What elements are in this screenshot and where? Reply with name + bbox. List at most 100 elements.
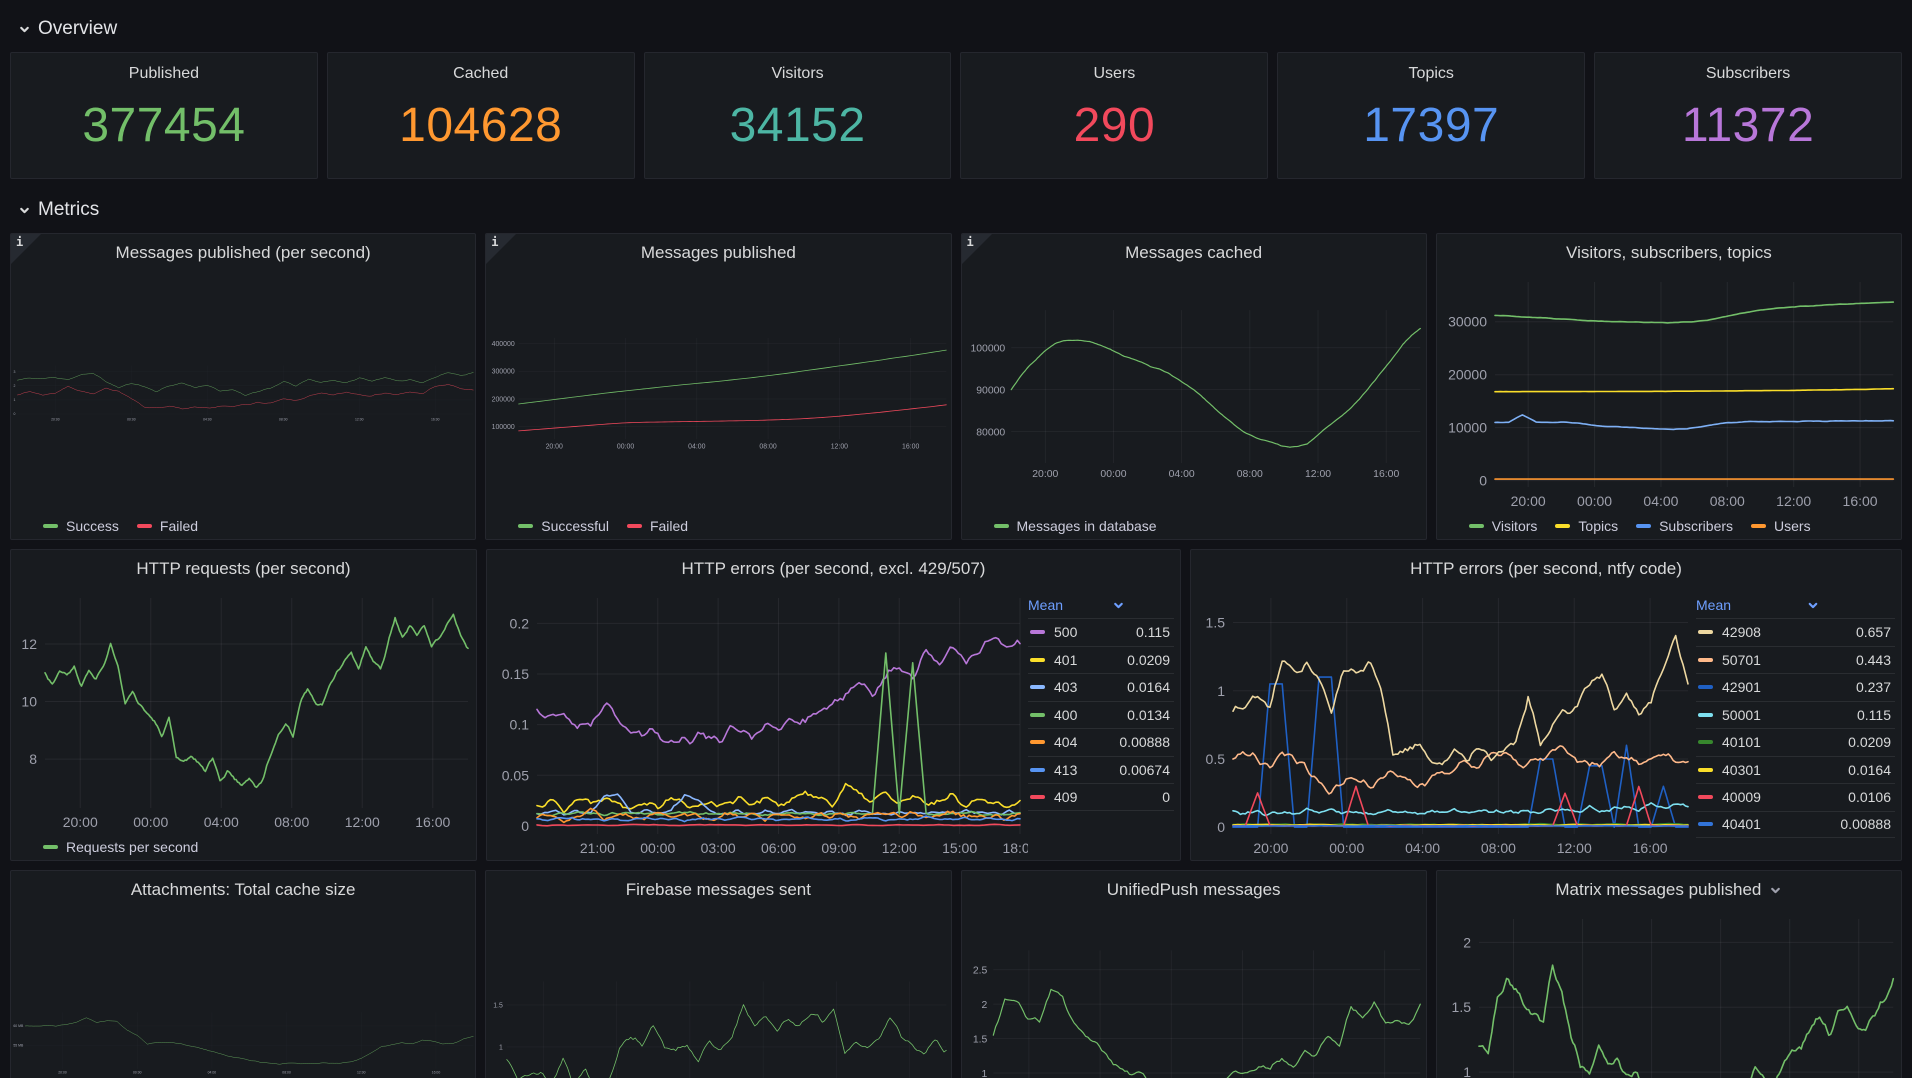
x-tick-label: 12:00 [1776, 493, 1811, 509]
series-swatch [1030, 740, 1045, 745]
panel-title[interactable]: Attachments: Total cache size [11, 871, 475, 909]
legend-item-failed[interactable]: Failed [136, 518, 199, 534]
panel-info-icon[interactable]: i [486, 234, 517, 264]
series-label: Failed [159, 518, 199, 534]
series-line-topics [1493, 387, 1894, 393]
legend: Success Failed [11, 513, 475, 539]
legend-mean-header[interactable]: Mean [1696, 592, 1895, 618]
legend-item-subscribers[interactable]: Subscribers [1636, 518, 1733, 534]
chart[interactable]: 0 1 2 3 20:00 00:00 04:00 08:00 12:00 16:00 [11, 272, 475, 513]
metrics-row-1: i Messages published (per second) 0 1 2 3 20:0… [10, 233, 1902, 540]
x-tick-label: 12:00 [831, 444, 848, 451]
x-tick-label: 08:00 [279, 417, 288, 421]
x-tick-label: 04:00 [1168, 469, 1194, 480]
chevron-down-icon [20, 207, 29, 213]
legend-item-visitors[interactable]: Visitors [1468, 518, 1537, 534]
y-tick-label: 1 [499, 1044, 503, 1051]
section-metrics[interactable]: Metrics [10, 195, 1902, 225]
chart[interactable]: 0 10000 20000 30000 20:00 00:00 04:00 08:00 12:0… [1437, 272, 1901, 513]
legend-item-success[interactable]: Success [43, 518, 119, 534]
legend-row-50701[interactable]: 50701 0.443 [1696, 645, 1895, 674]
panel-title[interactable]: Messages published [486, 234, 950, 272]
series-label: 40009 [1722, 789, 1761, 806]
legend-row-40401[interactable]: 40401 0.00888 [1696, 810, 1895, 838]
panel-title[interactable]: UnifiedPush messages [962, 871, 1426, 909]
y-tick-label: 0 [521, 818, 529, 834]
series-label: 42901 [1722, 679, 1761, 696]
legend-row-40101[interactable]: 40101 0.0209 [1696, 728, 1895, 756]
chart[interactable]: 55 MB 60 MB 20:00 00:00 04:00 08:00 12:00 16:00 [11, 909, 475, 1078]
y-tick-label: 2 [981, 1000, 987, 1011]
panel-title[interactable]: Messages published (per second) [11, 234, 475, 272]
x-tick-label: 03:00 [701, 840, 736, 856]
series-swatch [993, 524, 1009, 528]
legend-row-401[interactable]: 401 0.0209 [1028, 645, 1174, 674]
chart[interactable]: 100000 200000 300000 400000 20:00 00:00 04:00 0… [486, 272, 950, 513]
panel-title-text: Firebase messages sent [625, 880, 811, 899]
legend-row-40009[interactable]: 40009 0.0106 [1696, 783, 1895, 811]
section-overview[interactable]: Overview [10, 14, 1902, 44]
chart[interactable]: 80000 90000 100000 20:00 00:00 04:00 08:00 12:0… [962, 272, 1426, 513]
series-mean-value: 0.0209 [1127, 651, 1170, 668]
series-line-messages-in-database [1010, 327, 1421, 448]
x-tick-label: 12:00 [1304, 469, 1330, 480]
panel-info-icon[interactable]: i [11, 234, 41, 264]
series-label: 50701 [1722, 651, 1761, 668]
chart[interactable]: 0 0.5 1 1.5 20:00 00:00 04:00 08:00 12:00 16:00 [1191, 588, 1696, 860]
panel-title-text: HTTP requests (per second) [136, 559, 351, 578]
legend-item-topics[interactable]: Topics [1555, 518, 1618, 534]
series-swatch [136, 524, 152, 528]
legend-row-500[interactable]: 500 0.115 [1028, 618, 1174, 646]
series-mean-value: 0.657 [1855, 624, 1891, 641]
panel-title-text: Messages published (per second) [115, 243, 371, 262]
legend-item-messages-in-database[interactable]: Messages in database [993, 518, 1157, 534]
panel-title[interactable]: Matrix messages published [1437, 871, 1901, 909]
legend-row-409[interactable]: 409 0 [1028, 783, 1174, 811]
series-label: 403 [1054, 679, 1078, 696]
series-swatch [1030, 630, 1045, 635]
legend-row-404[interactable]: 404 0.00888 [1028, 728, 1174, 756]
legend-item-users[interactable]: Users [1751, 518, 1811, 534]
chevron-down-icon [1771, 887, 1781, 893]
legend-item-successful[interactable]: Successful [518, 518, 609, 534]
series-label: 40101 [1722, 734, 1761, 751]
legend-row-50001[interactable]: 50001 0.115 [1696, 700, 1895, 729]
panel-info-icon[interactable]: i [961, 234, 992, 264]
stat-title: Visitors [771, 65, 824, 82]
legend-item-requests-per-second[interactable]: Requests per second [43, 839, 198, 855]
series-line-matrix [1477, 964, 1894, 1078]
legend-row-40301[interactable]: 40301 0.0164 [1696, 755, 1895, 784]
panel-title[interactable]: HTTP requests (per second) [11, 550, 476, 588]
legend-row-403[interactable]: 403 0.0164 [1028, 673, 1174, 701]
series-mean-value: 0.443 [1855, 651, 1891, 668]
x-tick-label: 04:00 [1405, 840, 1440, 856]
legend-row-42908[interactable]: 42908 0.657 [1696, 618, 1895, 646]
chart[interactable]: 8 10 12 20:00 00:00 04:00 08:00 12:00 16:00 [11, 588, 476, 834]
panel-title[interactable]: HTTP errors (per second, ntfy code) [1191, 550, 1901, 588]
series-label: Successful [541, 518, 609, 534]
panel: HTTP requests (per second) 8 10 12 20:00 00:0… [10, 549, 477, 861]
legend-row-413[interactable]: 413 0.00674 [1028, 755, 1174, 784]
series-swatch [1698, 795, 1713, 800]
series-mean-value: 0.0106 [1848, 789, 1891, 806]
panel-title[interactable]: Visitors, subscribers, topics [1437, 234, 1901, 272]
legend-item-failed[interactable]: Failed [626, 518, 688, 534]
legend-row-42901[interactable]: 42901 0.237 [1696, 673, 1895, 701]
x-tick-label: 08:00 [1710, 493, 1745, 509]
legend-mean-header[interactable]: Mean [1028, 592, 1174, 618]
legend-row-400[interactable]: 400 0.0134 [1028, 700, 1174, 729]
panel-title[interactable]: Messages cached [962, 234, 1426, 272]
panel-title[interactable]: Firebase messages sent [486, 871, 950, 909]
chevron-down-icon [20, 26, 29, 32]
y-tick-label: 12 [21, 636, 37, 652]
series-line-42908 [1232, 634, 1689, 766]
series-line-401 [536, 782, 1021, 814]
stat-title: Published [128, 65, 200, 82]
section-title: Overview [38, 18, 118, 39]
panel-title[interactable]: HTTP errors (per second, excl. 429/507) [487, 550, 1180, 588]
series-swatch [1698, 712, 1713, 717]
chart[interactable]: 0 0.05 0.1 0.15 0.2 21:00 00:00 03:00 06:00 09:00… [487, 588, 1028, 860]
